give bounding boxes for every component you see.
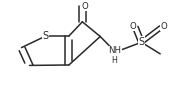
Text: O: O (130, 22, 136, 31)
Text: O: O (81, 2, 88, 11)
Text: H: H (112, 56, 117, 66)
Text: S: S (43, 31, 49, 41)
Text: NH: NH (108, 46, 121, 55)
Text: O: O (161, 22, 168, 31)
Text: S: S (138, 37, 144, 47)
